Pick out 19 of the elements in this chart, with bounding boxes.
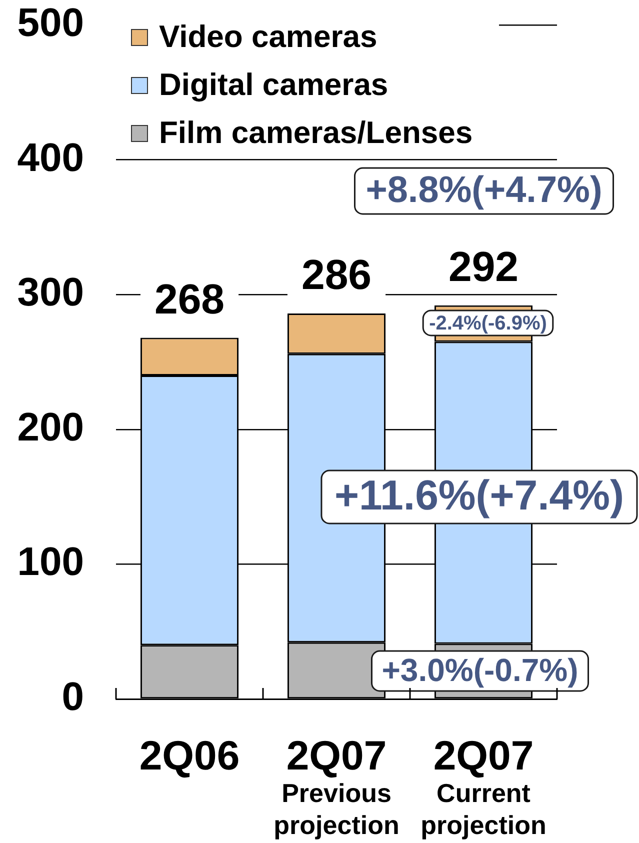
annotation: -2.4%(-6.9%) [429,312,547,335]
total-label: 286 [301,251,372,298]
total-label: 292 [448,242,519,290]
y-tick-label: 500 [17,1,84,46]
y-tick-label: 100 [17,540,84,584]
y-tick-label: 200 [17,405,84,450]
x-tick-label: 2Q07 Previous projection [274,732,400,840]
legend-label: Film cameras/Lenses [159,115,473,151]
y-tick-label: 300 [17,270,84,315]
x-tick-label: 2Q07 Current projection [420,732,546,840]
annotation: +8.8%(+4.7%) [366,169,602,210]
annotation: +11.6%(+7.4%) [334,472,624,519]
x-tick-label: 2Q06 [139,732,240,778]
y-tick-label: 400 [17,136,84,180]
legend-label: Video cameras [159,19,378,55]
y-tick-label: 0 [62,675,84,720]
total-label: 268 [154,275,225,322]
legend-label: Digital cameras [159,67,388,103]
annotation: +3.0%(-0.7%) [382,652,578,688]
